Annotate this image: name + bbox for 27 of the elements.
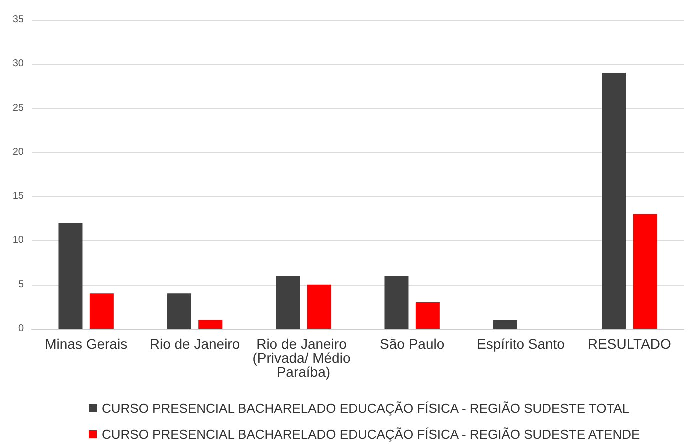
legend-label: CURSO PRESENCIAL BACHARELADO EDUCAÇÃO FÍSICA - REGIÃO SUDESTE ATENDE bbox=[102, 427, 640, 442]
y-tick-label: 5 bbox=[18, 279, 24, 290]
x-tick-label: RESULTADO bbox=[588, 336, 672, 352]
bar bbox=[384, 276, 409, 329]
bar bbox=[276, 276, 300, 329]
y-tick-label: 25 bbox=[12, 102, 24, 114]
bar bbox=[90, 294, 114, 329]
x-tick-label: Rio de Janeiro (Privada/ Médio Paraíba) bbox=[252, 336, 355, 380]
legend-label: CURSO PRESENCIAL BACHARELADO EDUCAÇÃO FÍSICA - REGIÃO SUDESTE TOTAL bbox=[102, 401, 630, 416]
bar bbox=[307, 284, 332, 329]
x-tick-label: Espírito Santo bbox=[477, 336, 566, 352]
bar bbox=[416, 302, 440, 329]
x-tick-label: São Paulo bbox=[380, 336, 445, 352]
y-tick-label: 10 bbox=[12, 235, 24, 246]
y-tick-label: 35 bbox=[12, 14, 24, 26]
bar bbox=[198, 320, 223, 329]
y-tick-label: 15 bbox=[12, 191, 24, 202]
bar bbox=[633, 214, 658, 329]
bar bbox=[167, 294, 192, 329]
bar bbox=[58, 223, 83, 329]
x-tick-label: Rio de Janeiro bbox=[150, 336, 240, 352]
y-tick-label: 30 bbox=[12, 58, 24, 70]
y-tick-label: 0 bbox=[18, 324, 24, 334]
bar bbox=[493, 320, 518, 329]
y-tick-label: 20 bbox=[12, 146, 24, 158]
bar bbox=[602, 72, 626, 329]
x-tick-label: Minas Gerais bbox=[45, 336, 128, 352]
